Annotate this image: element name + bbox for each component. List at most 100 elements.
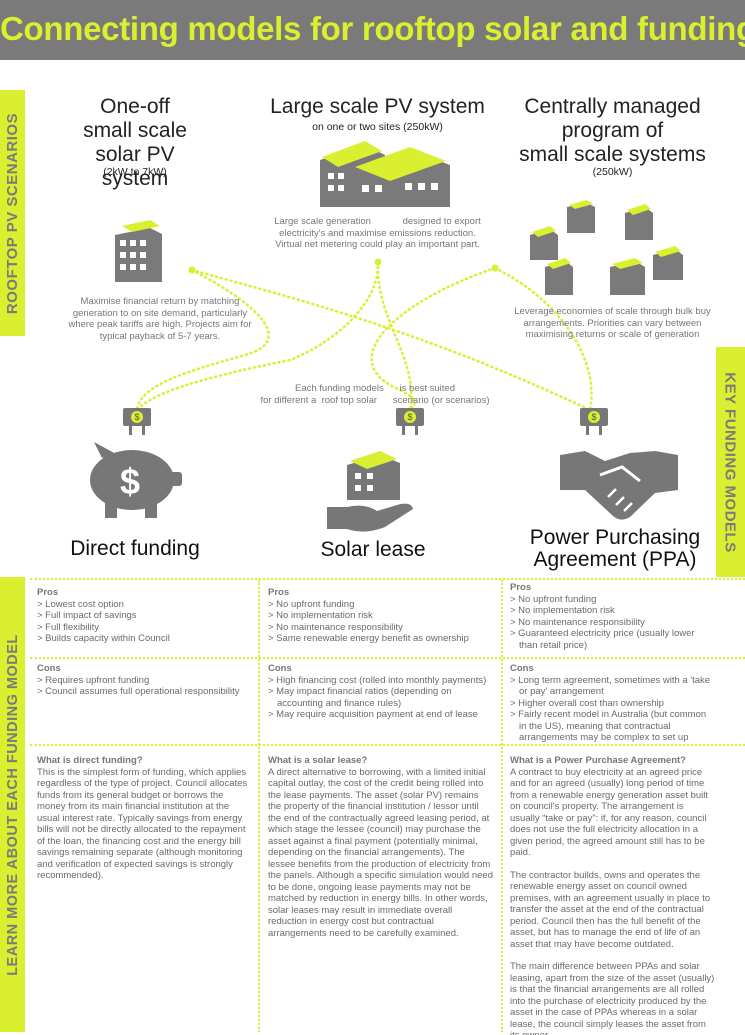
funding-model-title-line: Direct funding (70, 537, 200, 560)
pros-item: > No upfront funding (268, 598, 355, 610)
what-is-paragraph: The contractor builds, owns and operates… (510, 869, 711, 950)
what-is-heading: What is direct funding? (37, 755, 143, 766)
pros-item: > Lowest cost option (37, 598, 124, 610)
svg-text:$: $ (134, 412, 139, 422)
plug-icon: $ (123, 408, 151, 435)
what-is-block: What is direct funding? This is the simp… (37, 755, 252, 882)
pros-item: > Builds capacity within Council (37, 633, 170, 644)
cluster-building (545, 258, 573, 295)
cons-heading: Cons (510, 663, 534, 674)
funding-note-line: for different a roof top solar scenario … (260, 394, 490, 406)
side-tab-key-funding-models: KEY FUNDING MODELS (716, 347, 745, 577)
scenario-title: Large scale PV system (255, 95, 500, 119)
cons-item: > May require acquisition payment at end… (268, 709, 478, 720)
funding-model-title-line: Agreement (PPA) (533, 548, 697, 571)
pros-block: Pros > Lowest cost option > Full impact … (37, 587, 252, 645)
what-is-heading: What is a solar lease? (268, 755, 368, 766)
header-bar (0, 0, 745, 60)
cluster-building (625, 204, 653, 240)
cons-item: > May impact financial ratios (depending… (268, 686, 452, 709)
scenario-description: Maximise financial return by matching ge… (45, 296, 275, 342)
side-tab-label: LEARN MORE ABOUT EACH FUNDING MODEL (4, 633, 21, 976)
section-divider (30, 744, 745, 746)
scenario-description-line: Virtual net metering could play an impor… (275, 239, 480, 250)
building-cluster-icon (530, 200, 683, 295)
scenario-title: Centrally managed program of small scale… (510, 95, 715, 167)
scenario-description: Leverage economies of scale through bulk… (505, 306, 720, 341)
scenario-title-line: One-off (100, 95, 170, 118)
scenario-subtitle: on one or two sites (250kW) (312, 121, 443, 133)
hand-holding-building-icon (327, 451, 413, 532)
section-divider (30, 657, 745, 659)
cons-heading: Cons (268, 663, 292, 674)
cons-item: > Requires upfront funding (37, 674, 150, 686)
scenario-title-line: program of (561, 119, 664, 142)
scenario-title-line: small scale (83, 119, 187, 142)
plug-icon: $ (396, 408, 424, 435)
cons-item: > Long term agreement, sometimes with a … (510, 674, 711, 698)
cons-block: Cons > Requires upfront funding > Counci… (37, 663, 252, 698)
scenario-title-line: Large scale PV system (270, 95, 485, 118)
what-is-paragraph: A contract to buy electricity at an agre… (510, 766, 709, 859)
cluster-building (653, 246, 683, 280)
funding-model-title-line: Power Purchasing (529, 526, 701, 549)
scenario-description-line: generation to on site demand, particular… (72, 307, 248, 319)
pros-heading: Pros (268, 587, 290, 598)
scenario-description-line: arrangements. Priorities can vary betwee… (523, 317, 702, 329)
pros-block: Pros > No upfront funding > No implement… (268, 587, 493, 645)
connector-dot (374, 258, 382, 266)
connector-dot (491, 264, 499, 272)
scenario-description-line: electricity's and maximise emissions red… (279, 227, 476, 239)
small-building-icon (115, 220, 162, 282)
scenario-subtitle: (250kW) (592, 166, 633, 178)
svg-text:$: $ (407, 412, 412, 422)
large-building-icon (320, 141, 450, 207)
cons-block: Cons > High financing cost (rolled into … (268, 663, 493, 721)
scenario-description: Large scale generation designed to expor… (255, 216, 500, 251)
cons-item: > High financing cost (rolled into month… (268, 674, 487, 686)
cons-heading: Cons (37, 663, 61, 674)
side-tab-rooftop-pv-scenarios: ROOFTOP PV SCENARIOS (0, 90, 25, 336)
side-tab-label: KEY FUNDING MODELS (722, 371, 739, 553)
what-is-block: What is a Power Purchase Agreement? A co… (510, 755, 715, 1035)
pros-item: > Full impact of savings (37, 610, 137, 621)
scenario-title-line: Centrally managed (524, 95, 701, 118)
scenario-description-line: maximising returns or scale of generatio… (525, 329, 700, 340)
what-is-block: What is a solar lease? A direct alternat… (268, 755, 493, 939)
what-is-heading: What is a Power Purchase Agreement? (510, 755, 686, 766)
column-divider (258, 580, 260, 1032)
pros-item: > Same renewable energy benefit as owner… (268, 633, 469, 644)
scenario-description-line: typical payback of 5-7 years. (99, 330, 221, 342)
scenario-description-line: Maximise financial return by matching (80, 296, 240, 307)
scenario-title: One-off small scale solar PV system (60, 95, 210, 191)
cluster-building (530, 226, 558, 260)
funding-note-line: Each funding models is best suited (294, 383, 455, 394)
svg-text:$: $ (591, 412, 596, 422)
pros-item: > No implementation risk (510, 605, 615, 616)
funding-model-title-line: Solar lease (320, 538, 426, 561)
page-title: Connecting models for rooftop solar and … (0, 10, 745, 47)
side-tab-label: ROOFTOP PV SCENARIOS (4, 112, 21, 314)
funding-note: Each funding models is best suited for d… (230, 383, 520, 406)
scenario-title-line: small scale systems (519, 143, 706, 166)
cluster-building (610, 258, 645, 295)
cluster-building (567, 200, 595, 233)
pros-block: Pros > No upfront funding > No implement… (510, 582, 715, 651)
scenario-description-line: Leverage economies of scale through bulk… (514, 306, 711, 317)
pros-item: > No maintenance responsibility (268, 621, 403, 633)
what-is-paragraph: This is the simplest form of funding, wh… (37, 766, 248, 882)
funding-model-title: Direct funding (55, 537, 215, 560)
pros-item: > No upfront funding (510, 593, 597, 605)
what-is-paragraph: The main difference between PPAs and sol… (510, 961, 715, 1035)
pros-item: > No maintenance responsibility (510, 616, 645, 628)
scenario-description-line: Large scale generation designed to expor… (274, 216, 481, 227)
funding-model-title: Power Purchasing Agreement (PPA) (525, 527, 705, 571)
side-tab-learn-more: LEARN MORE ABOUT EACH FUNDING MODEL (0, 577, 25, 1032)
section-divider (30, 578, 745, 580)
funding-model-title: Solar lease (298, 538, 448, 561)
pros-heading: Pros (37, 587, 59, 598)
cons-item: > Council assumes full operational respo… (37, 686, 240, 697)
pros-heading: Pros (510, 582, 532, 593)
cons-block: Cons > Long term agreement, sometimes wi… (510, 663, 715, 744)
cons-item: > Higher overall cost than ownership (510, 697, 664, 709)
